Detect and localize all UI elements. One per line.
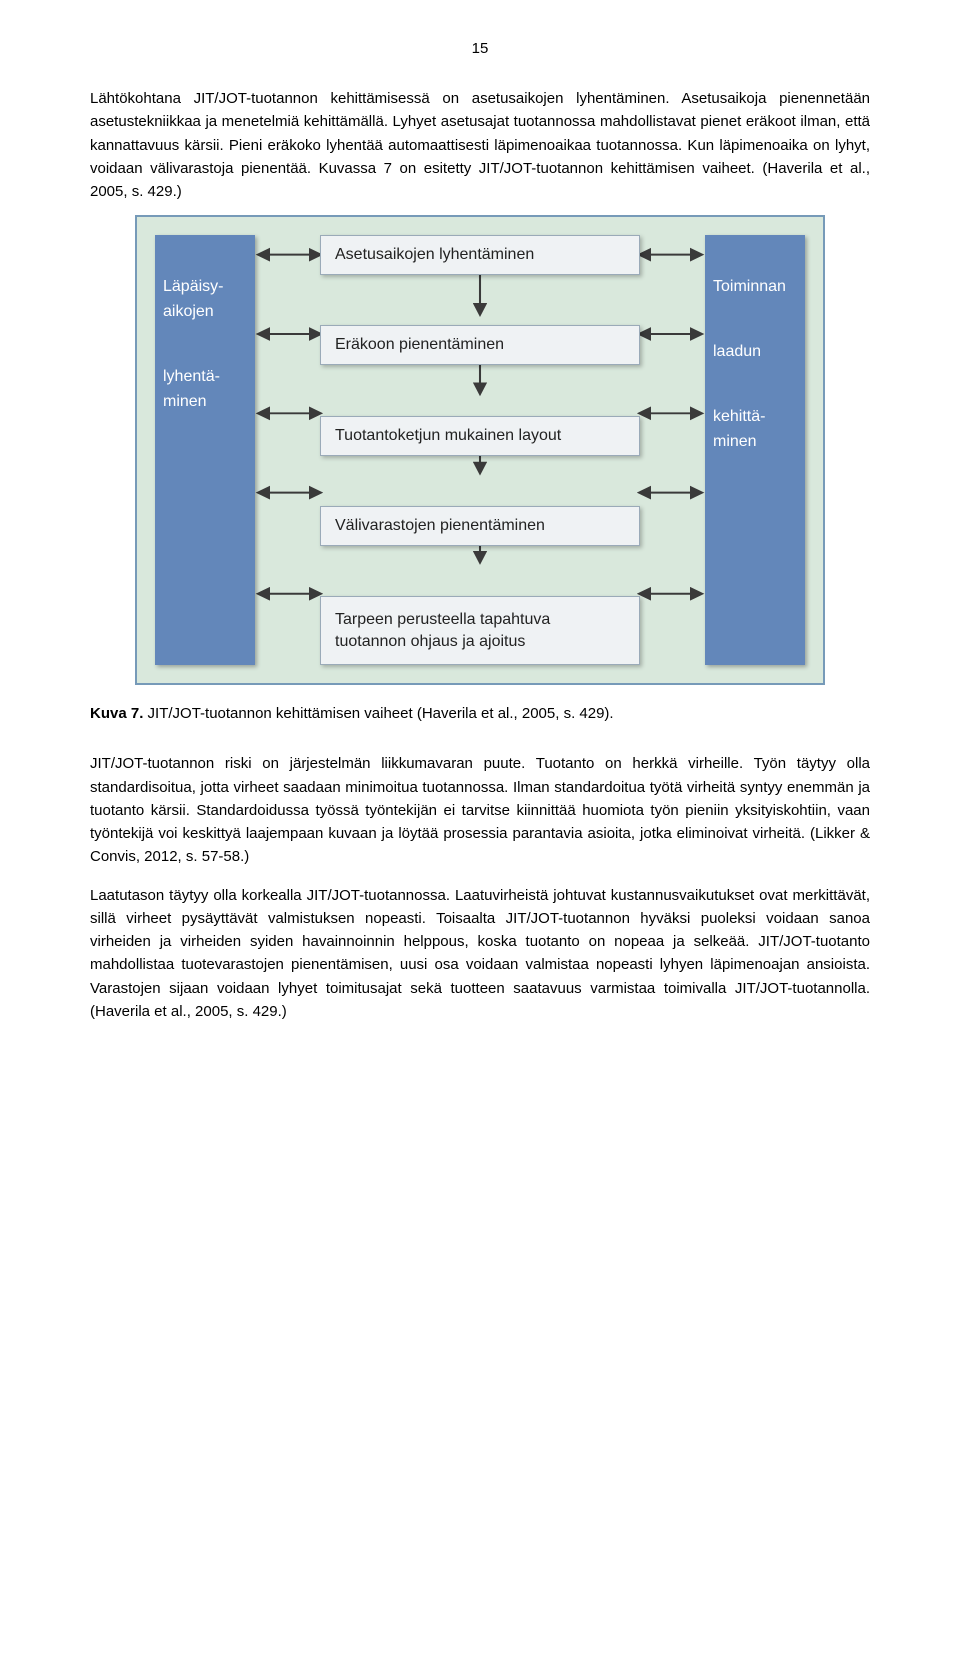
center-column: Asetusaikojen lyhentäminen Eräkoon piene… [317,235,643,665]
left-pillar: Läpäisy- aikojen lyhentä- minen [155,235,255,665]
right-pillar-line2: laadun [705,340,805,365]
document-page: 15 Lähtökohtana JIT/JOT-tuotannon kehitt… [0,0,960,1075]
caption-label: Kuva 7. [90,705,143,722]
left-pillar-line1: Läpäisy- [155,275,255,300]
paragraph-2: JIT/JOT-tuotannon riski on järjestelmän … [90,752,870,868]
center-box-2: Eräkoon pienentäminen [320,325,640,365]
right-pillar-line3: kehittä- [705,405,805,430]
center-box-5: Tarpeen perusteella tapahtuva tuotannon … [320,596,640,665]
paragraph-3: Laatutason täytyy olla korkealla JIT/JOT… [90,884,870,1024]
right-pillar: Toiminnan laadun kehittä- minen [705,235,805,665]
right-pillar-line1: Toiminnan [705,275,805,300]
right-pillar-line4: minen [705,430,805,455]
page-number: 15 [90,40,870,57]
center-box-1: Asetusaikojen lyhentäminen [320,235,640,275]
jit-jot-diagram: Läpäisy- aikojen lyhentä- minen Toiminna… [135,215,825,685]
caption-text: JIT/JOT-tuotannon kehittämisen vaiheet (… [143,705,613,722]
figure-caption: Kuva 7. JIT/JOT-tuotannon kehittämisen v… [90,705,870,722]
center-box-3: Tuotantoketjun mukainen layout [320,416,640,456]
paragraph-1: Lähtökohtana JIT/JOT-tuotannon kehittämi… [90,87,870,203]
left-pillar-line4: minen [155,390,255,415]
left-pillar-line2: aikojen [155,300,255,325]
center-box-4: Välivarastojen pienentäminen [320,506,640,546]
left-pillar-line3: lyhentä- [155,365,255,390]
